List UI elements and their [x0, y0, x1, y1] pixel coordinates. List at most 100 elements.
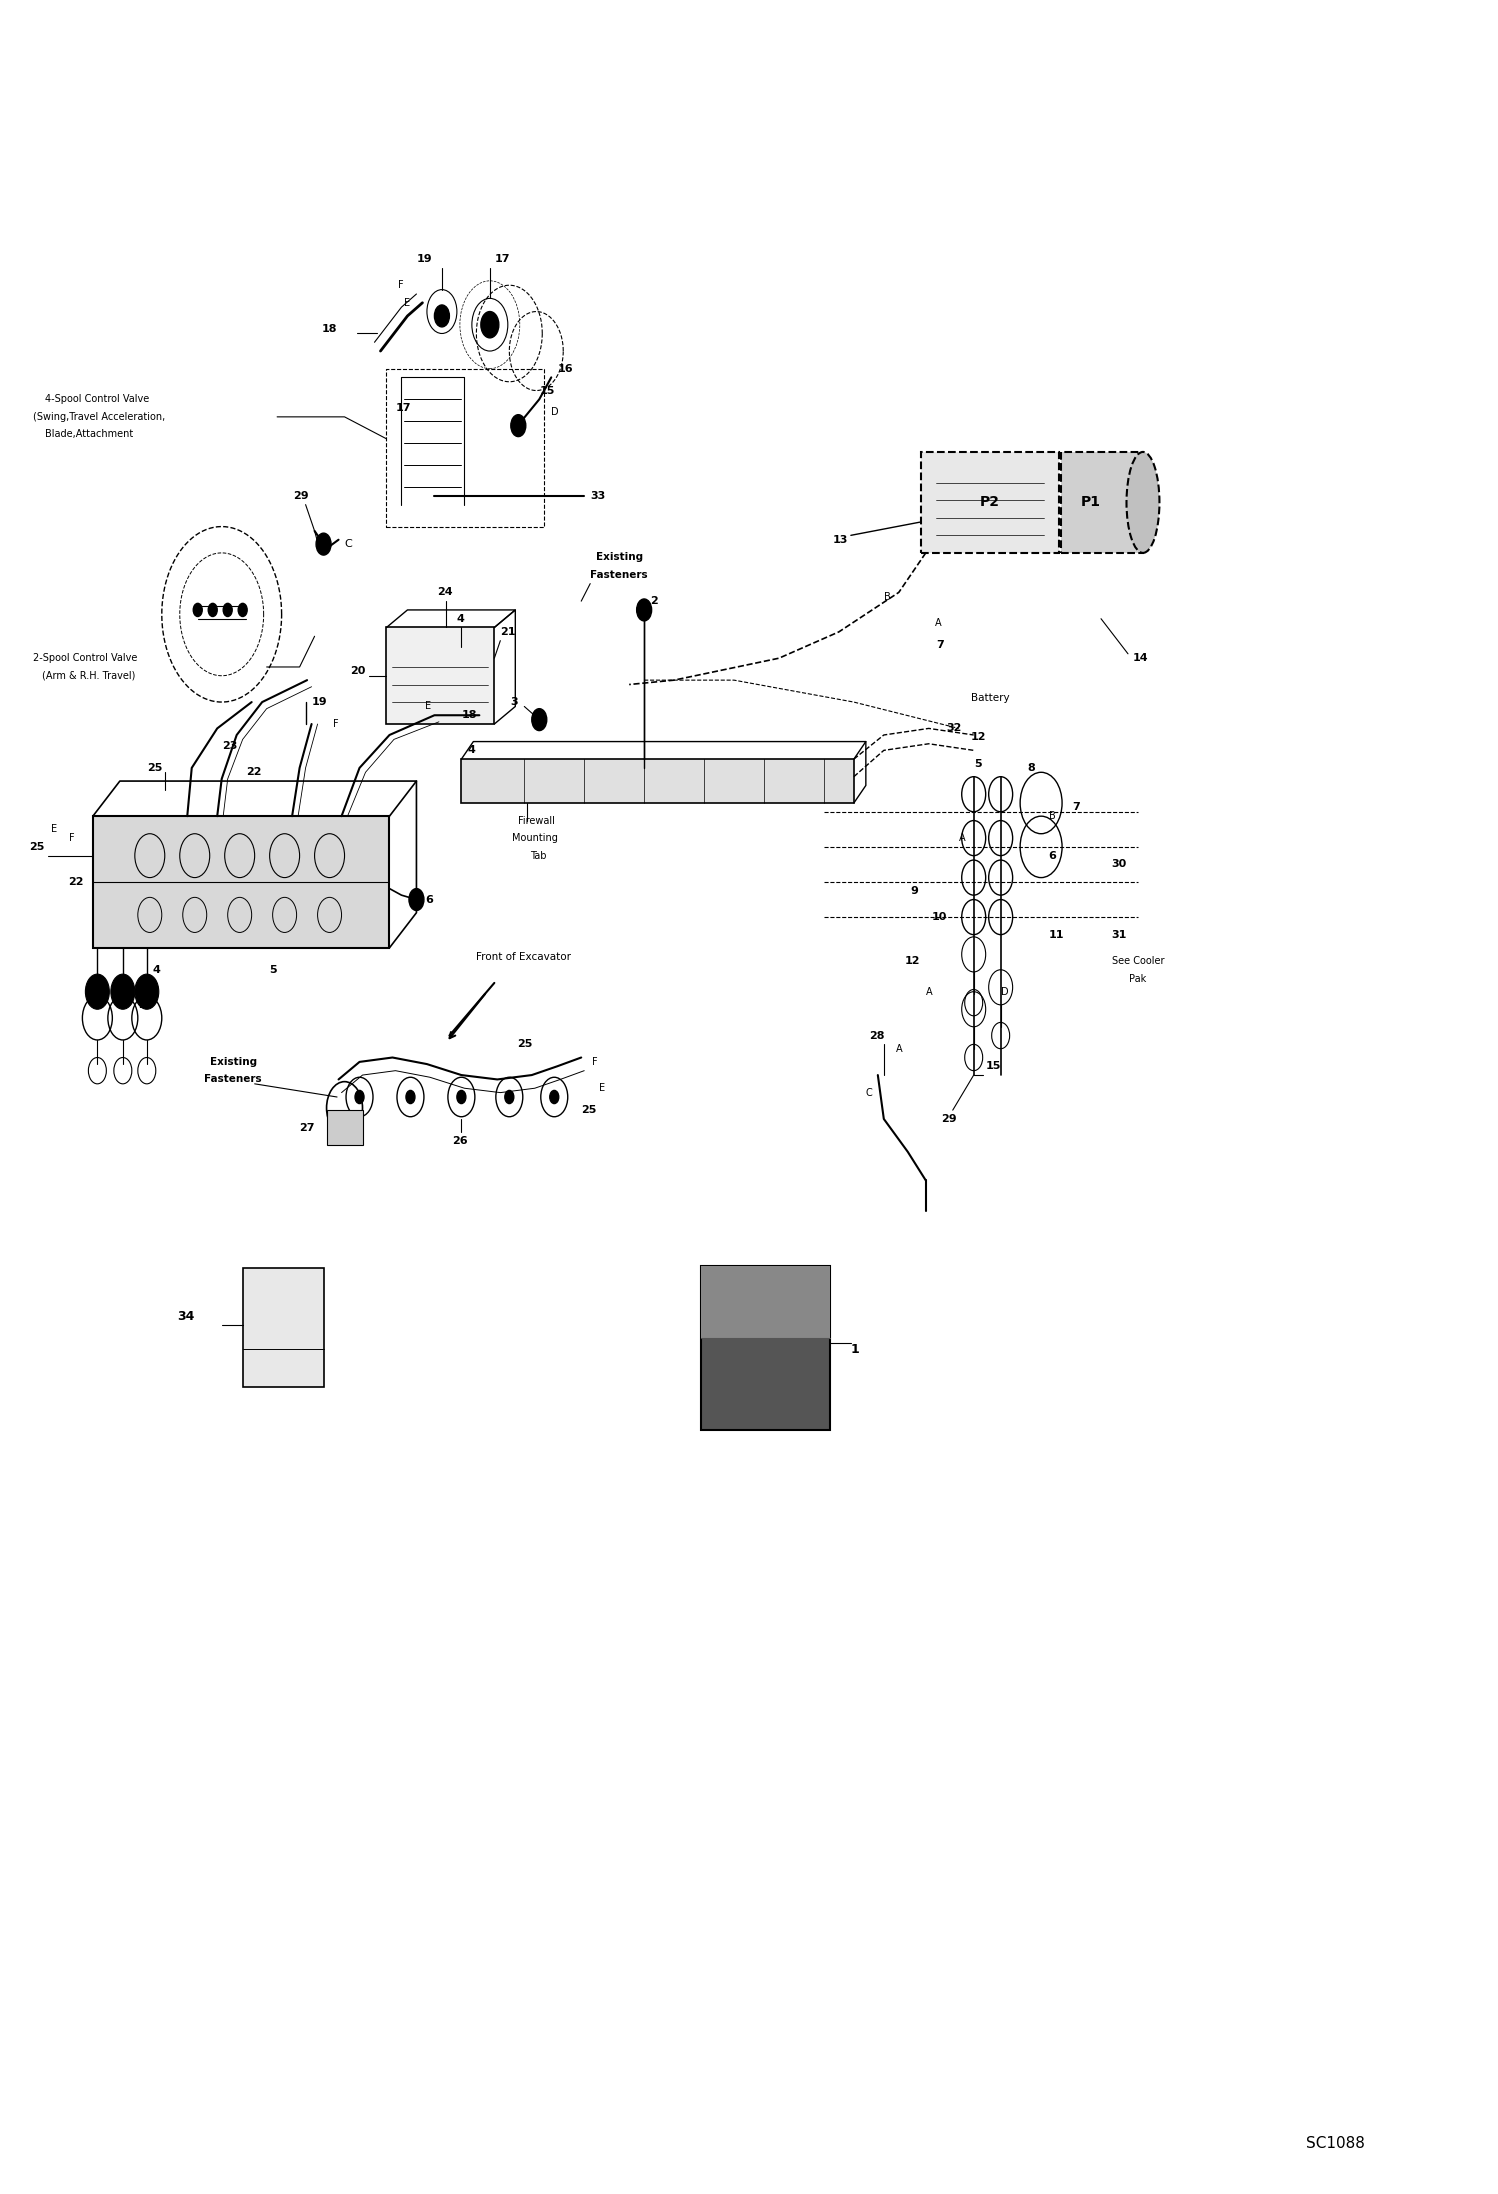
Text: SC1088: SC1088 [1306, 2137, 1365, 2150]
Text: 17: 17 [494, 255, 509, 263]
Text: Blade,Attachment: Blade,Attachment [45, 430, 133, 439]
Text: 12: 12 [905, 957, 920, 965]
Text: Existing: Existing [210, 1058, 256, 1066]
Bar [1061, 452, 1143, 553]
Text: 22: 22 [69, 878, 84, 886]
Text: 29: 29 [294, 491, 309, 500]
Text: A: A [959, 834, 965, 842]
Text: 21: 21 [500, 627, 515, 636]
Text: D: D [551, 408, 559, 417]
Text: 4: 4 [467, 746, 475, 755]
Text: 8: 8 [1028, 764, 1035, 772]
Text: 25: 25 [517, 1040, 532, 1049]
Text: F: F [69, 834, 75, 842]
Text: 7: 7 [936, 641, 944, 649]
Text: Fasteners: Fasteners [204, 1075, 261, 1084]
Text: 18: 18 [322, 325, 337, 333]
Text: C: C [866, 1088, 873, 1097]
Text: 4-Spool Control Valve: 4-Spool Control Valve [45, 395, 150, 404]
Text: 19: 19 [416, 255, 431, 263]
Text: 25: 25 [147, 764, 162, 772]
Circle shape [193, 603, 202, 617]
Text: 11: 11 [1049, 930, 1064, 939]
Text: 4: 4 [153, 965, 160, 974]
Circle shape [355, 1090, 364, 1104]
Text: 22: 22 [246, 768, 261, 777]
Text: A: A [926, 987, 932, 996]
Text: F: F [333, 720, 339, 728]
Circle shape [511, 415, 526, 437]
Text: 20: 20 [351, 667, 366, 676]
Bar [701, 1266, 830, 1430]
Text: P2: P2 [980, 496, 1001, 509]
Bar [327, 1110, 363, 1145]
Text: E: E [404, 298, 410, 307]
Text: 14: 14 [1132, 654, 1147, 663]
Text: 10: 10 [932, 913, 947, 921]
Text: 16: 16 [557, 364, 572, 373]
Text: 18: 18 [461, 711, 476, 720]
Text: 23: 23 [222, 742, 237, 750]
Text: See Cooler: See Cooler [1112, 957, 1164, 965]
Text: (Swing,Travel Acceleration,: (Swing,Travel Acceleration, [33, 412, 165, 421]
Circle shape [409, 889, 424, 911]
Text: P1: P1 [1080, 496, 1101, 509]
Text: 26: 26 [452, 1136, 467, 1145]
Text: 9: 9 [911, 886, 918, 895]
Text: Fasteners: Fasteners [590, 570, 647, 579]
Text: 25: 25 [581, 1106, 596, 1115]
Text: 17: 17 [395, 404, 410, 412]
Text: 32: 32 [947, 724, 962, 733]
Text: 5: 5 [974, 759, 981, 768]
Bar [93, 816, 389, 948]
Text: Firewall: Firewall [518, 816, 556, 825]
Circle shape [406, 1090, 415, 1104]
Text: 34: 34 [177, 1310, 195, 1323]
Circle shape [223, 603, 232, 617]
Bar [386, 627, 494, 724]
Text: Tab: Tab [530, 851, 547, 860]
Circle shape [505, 1090, 514, 1104]
Circle shape [481, 312, 499, 338]
Bar [921, 452, 1059, 553]
Text: E: E [599, 1084, 605, 1093]
Bar [701, 1266, 830, 1338]
Text: 3: 3 [511, 698, 518, 706]
Text: 6: 6 [1049, 851, 1056, 860]
Circle shape [532, 709, 547, 731]
Text: E: E [51, 825, 57, 834]
Ellipse shape [1126, 452, 1159, 553]
Circle shape [85, 974, 109, 1009]
Text: Existing: Existing [596, 553, 643, 562]
Text: 12: 12 [971, 733, 986, 742]
Text: 4: 4 [457, 614, 464, 623]
Text: A: A [935, 619, 941, 627]
Text: Mounting: Mounting [512, 834, 559, 842]
Text: 24: 24 [437, 588, 452, 597]
Bar [461, 759, 854, 803]
Text: Pak: Pak [1129, 974, 1147, 983]
Circle shape [457, 1090, 466, 1104]
Circle shape [316, 533, 331, 555]
Text: 13: 13 [833, 535, 848, 544]
Text: 31: 31 [1112, 930, 1126, 939]
Text: 2: 2 [650, 597, 658, 606]
Text: Battery: Battery [971, 693, 1010, 702]
Text: A: A [896, 1044, 902, 1053]
Text: E: E [425, 702, 431, 711]
Text: 30: 30 [1112, 860, 1126, 869]
Circle shape [208, 603, 217, 617]
Text: 5: 5 [270, 965, 277, 974]
Text: B: B [1049, 812, 1056, 821]
Text: (Arm & R.H. Travel): (Arm & R.H. Travel) [42, 671, 135, 680]
Text: 25: 25 [30, 842, 45, 851]
Text: 29: 29 [941, 1115, 956, 1123]
Text: F: F [398, 281, 404, 290]
Circle shape [550, 1090, 559, 1104]
Circle shape [238, 603, 247, 617]
Text: 15: 15 [986, 1062, 1001, 1071]
Text: F: F [592, 1058, 598, 1066]
Text: 19: 19 [312, 698, 327, 706]
Text: 28: 28 [869, 1031, 884, 1040]
Text: 1: 1 [851, 1343, 860, 1356]
